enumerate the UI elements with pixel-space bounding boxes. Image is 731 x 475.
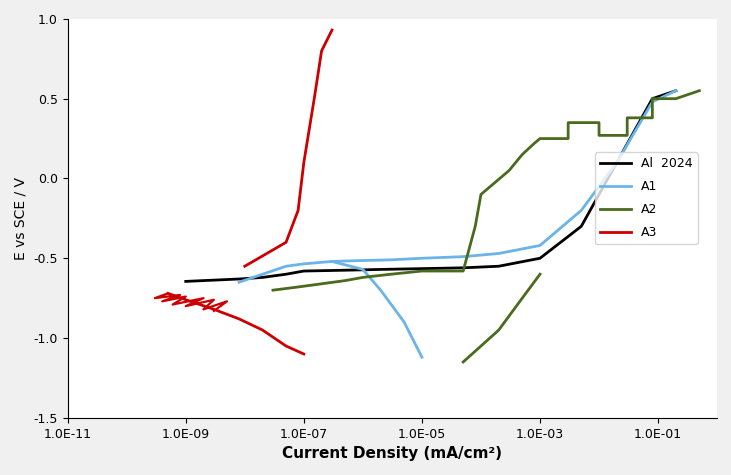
A2 <box>358 275 367 280</box>
Al  2024 <box>577 224 586 229</box>
A2 <box>536 136 545 142</box>
A2 <box>459 268 468 274</box>
Al  2024 <box>341 267 349 273</box>
A3 <box>294 208 303 213</box>
A3 <box>310 96 319 102</box>
A2 <box>387 271 395 277</box>
Line: Al  2024: Al 2024 <box>186 91 676 281</box>
A1 <box>417 256 426 261</box>
A1 <box>258 271 267 277</box>
Al  2024 <box>199 278 208 284</box>
A2 <box>317 281 326 286</box>
Al  2024 <box>376 266 385 272</box>
Line: A1: A1 <box>239 91 676 282</box>
Al  2024 <box>613 160 621 165</box>
Al  2024 <box>536 256 545 261</box>
Al  2024 <box>672 88 681 94</box>
Line: A2: A2 <box>273 91 700 290</box>
A2 <box>564 120 572 125</box>
Al  2024 <box>258 275 267 280</box>
A2 <box>623 115 632 121</box>
A2 <box>530 141 539 146</box>
X-axis label: Current Density (mA/cm²): Current Density (mA/cm²) <box>282 446 502 461</box>
A1 <box>300 261 308 266</box>
A2 <box>459 268 468 274</box>
Al  2024 <box>217 277 226 283</box>
A2 <box>564 136 572 142</box>
Al  2024 <box>300 268 308 274</box>
Line: A3: A3 <box>245 30 332 266</box>
Al  2024 <box>459 265 468 271</box>
A2 <box>648 96 656 102</box>
Al  2024 <box>181 278 190 284</box>
A3 <box>317 48 326 54</box>
A2 <box>594 133 603 138</box>
Al  2024 <box>417 266 426 272</box>
A2 <box>648 115 656 121</box>
A1 <box>536 243 545 248</box>
A2 <box>672 96 681 102</box>
Al  2024 <box>494 263 503 269</box>
A2 <box>268 287 277 293</box>
A2 <box>518 152 526 157</box>
Al  2024 <box>281 271 290 277</box>
A2 <box>477 191 485 197</box>
A1 <box>648 99 656 104</box>
A3 <box>327 27 336 33</box>
A2 <box>471 224 480 229</box>
A2 <box>446 268 455 274</box>
A2 <box>341 278 349 284</box>
Al  2024 <box>648 96 656 102</box>
A3 <box>281 239 290 245</box>
A1 <box>672 88 681 94</box>
A2 <box>417 268 426 274</box>
A3 <box>240 263 249 269</box>
Al  2024 <box>300 268 308 274</box>
Al  2024 <box>235 276 243 282</box>
A2 <box>294 284 303 290</box>
A1 <box>459 254 468 259</box>
A3 <box>300 160 308 165</box>
Legend: Al  2024, A1, A2, A3: Al 2024, A1, A2, A3 <box>595 152 698 245</box>
A1 <box>613 160 621 165</box>
A2 <box>594 120 603 125</box>
A1 <box>353 258 362 264</box>
A1 <box>235 279 243 285</box>
A2 <box>504 168 513 173</box>
A1 <box>577 208 586 213</box>
A2 <box>536 136 545 142</box>
A1 <box>387 257 395 263</box>
Y-axis label: E vs SCE / V: E vs SCE / V <box>14 177 28 260</box>
A1 <box>494 251 503 256</box>
A1 <box>327 258 336 264</box>
A1 <box>281 263 290 269</box>
A2 <box>623 133 632 138</box>
A2 <box>387 271 395 277</box>
A1 <box>327 258 336 264</box>
A2 <box>695 88 704 94</box>
